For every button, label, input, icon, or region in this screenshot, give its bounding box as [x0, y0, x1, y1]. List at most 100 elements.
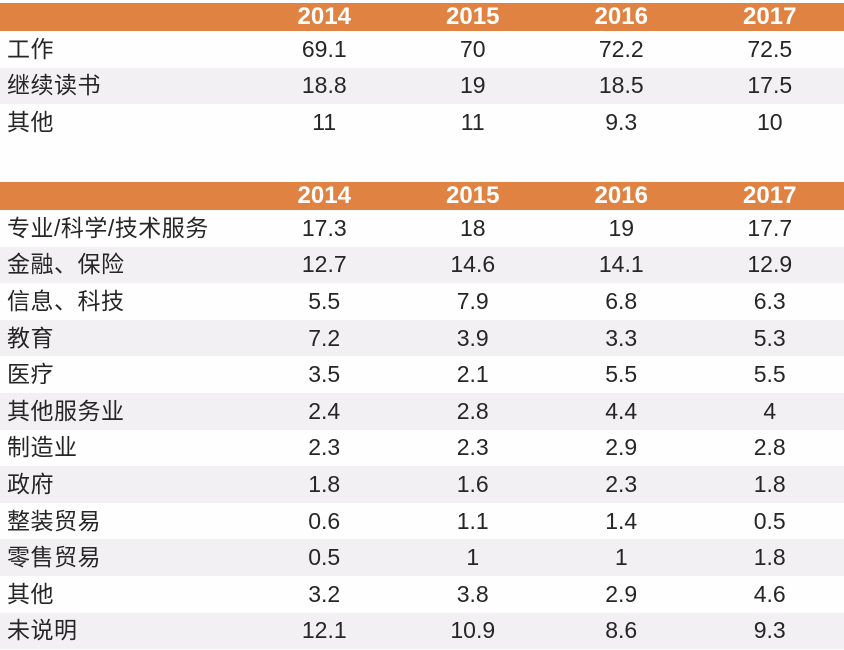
table-row: 继续读书 18.8 19 18.5 17.5 — [0, 67, 844, 105]
cell-value: 4 — [763, 397, 777, 424]
year-header-2015: 2015 — [446, 3, 500, 30]
cell-value: 69.1 — [301, 35, 347, 62]
cell-value: 7.9 — [456, 287, 489, 314]
table-row: 其他 3.2 3.8 2.9 4.6 — [0, 576, 844, 613]
cell-value: 5.5 — [605, 361, 638, 388]
table-row: 整装贸易 0.6 1.1 1.4 0.5 — [0, 503, 844, 540]
cell-value: 72.2 — [598, 35, 644, 62]
cell-value: 14.1 — [598, 251, 644, 278]
row-label: 制造业 — [7, 434, 78, 461]
table-row: 未说明 12.1 10.9 8.6 9.3 — [0, 612, 844, 650]
cell-value: 3.3 — [605, 324, 638, 351]
cell-value: 11 — [460, 108, 485, 135]
year-header-2016: 2016 — [594, 3, 648, 30]
cell-value: 18 — [459, 214, 486, 241]
cell-value: 14.6 — [450, 251, 496, 278]
table-row: 工作 69.1 70 72.2 72.5 — [0, 31, 844, 68]
cell-value: 2.1 — [456, 361, 489, 388]
cell-value: 1.6 — [456, 470, 489, 497]
cell-value: 70 — [459, 35, 486, 62]
year-header-2017: 2017 — [743, 3, 797, 30]
cell-value: 0.5 — [308, 544, 341, 571]
cell-value: 19 — [459, 72, 486, 99]
cell-value: 6.8 — [605, 287, 638, 314]
cell-value: 5.5 — [308, 287, 341, 314]
cell-value: 2.8 — [753, 434, 786, 461]
cell-value: 1.8 — [308, 470, 341, 497]
cell-value: 1 — [466, 544, 480, 571]
cell-value: 2.4 — [308, 397, 341, 424]
cell-value: 72.5 — [747, 35, 793, 62]
table-row: 制造业 2.3 2.3 2.9 2.8 — [0, 430, 844, 467]
cell-value: 17.7 — [747, 214, 793, 241]
cell-value: 9.3 — [753, 617, 786, 644]
row-label: 未说明 — [7, 617, 78, 644]
row-label: 零售贸易 — [7, 544, 101, 571]
row-label: 工作 — [7, 35, 54, 62]
cell-value: 1.1 — [456, 507, 489, 534]
year-header-2015: 2015 — [446, 182, 500, 209]
cell-value: 18.5 — [598, 72, 644, 99]
destinations-rows: 工作 69.1 70 72.2 72.5 继续读书 18.8 19 18.5 1… — [0, 31, 844, 141]
cell-value: 12.7 — [301, 251, 347, 278]
cell-value: 1.8 — [753, 470, 786, 497]
row-label: 其他服务业 — [7, 397, 125, 424]
cell-value: 9.3 — [605, 108, 638, 135]
cell-value: 1 — [614, 544, 628, 571]
table-row: 教育 7.2 3.9 3.3 5.3 — [0, 319, 844, 357]
industries-table: 2014 2015 2016 2017 专业/科学/技术服务 17.3 18 1… — [0, 182, 844, 650]
row-label: 专业/科学/技术服务 — [7, 214, 209, 241]
year-header-2014: 2014 — [297, 182, 351, 209]
cell-value: 3.2 — [308, 580, 341, 607]
cell-value: 4.6 — [753, 580, 786, 607]
cell-value: 2.3 — [605, 470, 638, 497]
row-label: 政府 — [7, 470, 54, 497]
cell-value: 1.4 — [605, 507, 638, 534]
cell-value: 10 — [756, 108, 783, 135]
cell-value: 0.5 — [753, 507, 786, 534]
cell-value: 3.5 — [308, 361, 341, 388]
row-label: 继续读书 — [7, 72, 101, 99]
row-label: 整装贸易 — [7, 507, 101, 534]
cell-value: 17.5 — [747, 72, 793, 99]
cell-value: 8.6 — [605, 617, 638, 644]
row-label: 其他 — [7, 580, 54, 607]
table-row: 其他 11 11 9.3 10 — [0, 104, 844, 141]
cell-value: 17.3 — [301, 214, 347, 241]
destinations-table: 2014 2015 2016 2017 工作 69.1 70 72.2 72.5… — [0, 3, 844, 141]
cell-value: 2.9 — [605, 434, 638, 461]
table-row: 医疗 3.5 2.1 5.5 5.5 — [0, 356, 844, 393]
table-row: 其他服务业 2.4 2.8 4.4 4 — [0, 392, 844, 430]
cell-value: 6.3 — [753, 287, 786, 314]
row-label: 医疗 — [7, 361, 54, 388]
cell-value: 2.3 — [456, 434, 489, 461]
row-label: 教育 — [7, 324, 54, 351]
table-row: 专业/科学/技术服务 17.3 18 19 17.7 — [0, 210, 844, 247]
industries-rows: 专业/科学/技术服务 17.3 18 19 17.7 金融、保险 12.7 14… — [0, 210, 844, 650]
table-row: 信息、科技 5.5 7.9 6.8 6.3 — [0, 283, 844, 320]
cell-value: 19 — [608, 214, 635, 241]
table-row: 零售贸易 0.5 1 1 1.8 — [0, 539, 844, 576]
cell-value: 0.6 — [308, 507, 341, 534]
cell-value: 4.4 — [605, 397, 638, 424]
cell-value: 5.3 — [753, 324, 786, 351]
cell-value: 18.8 — [301, 72, 347, 99]
cell-value: 2.9 — [605, 580, 638, 607]
row-label: 其他 — [7, 108, 54, 135]
cell-value: 2.3 — [308, 434, 341, 461]
cell-value: 2.8 — [456, 397, 489, 424]
table-row: 政府 1.8 1.6 2.3 1.8 — [0, 466, 844, 503]
cell-value: 5.5 — [753, 361, 786, 388]
table-row: 金融、保险 12.7 14.6 14.1 12.9 — [0, 246, 844, 284]
row-label: 金融、保险 — [7, 251, 125, 278]
year-header-2016: 2016 — [594, 182, 648, 209]
year-header-2017: 2017 — [743, 182, 797, 209]
year-header-2014: 2014 — [297, 3, 351, 30]
industries-header-row: 2014 2015 2016 2017 — [0, 182, 844, 210]
cell-value: 7.2 — [308, 324, 341, 351]
cell-value: 1.8 — [753, 544, 786, 571]
cell-value: 12.9 — [747, 251, 793, 278]
cell-value: 3.9 — [456, 324, 489, 351]
cell-value: 3.8 — [456, 580, 489, 607]
